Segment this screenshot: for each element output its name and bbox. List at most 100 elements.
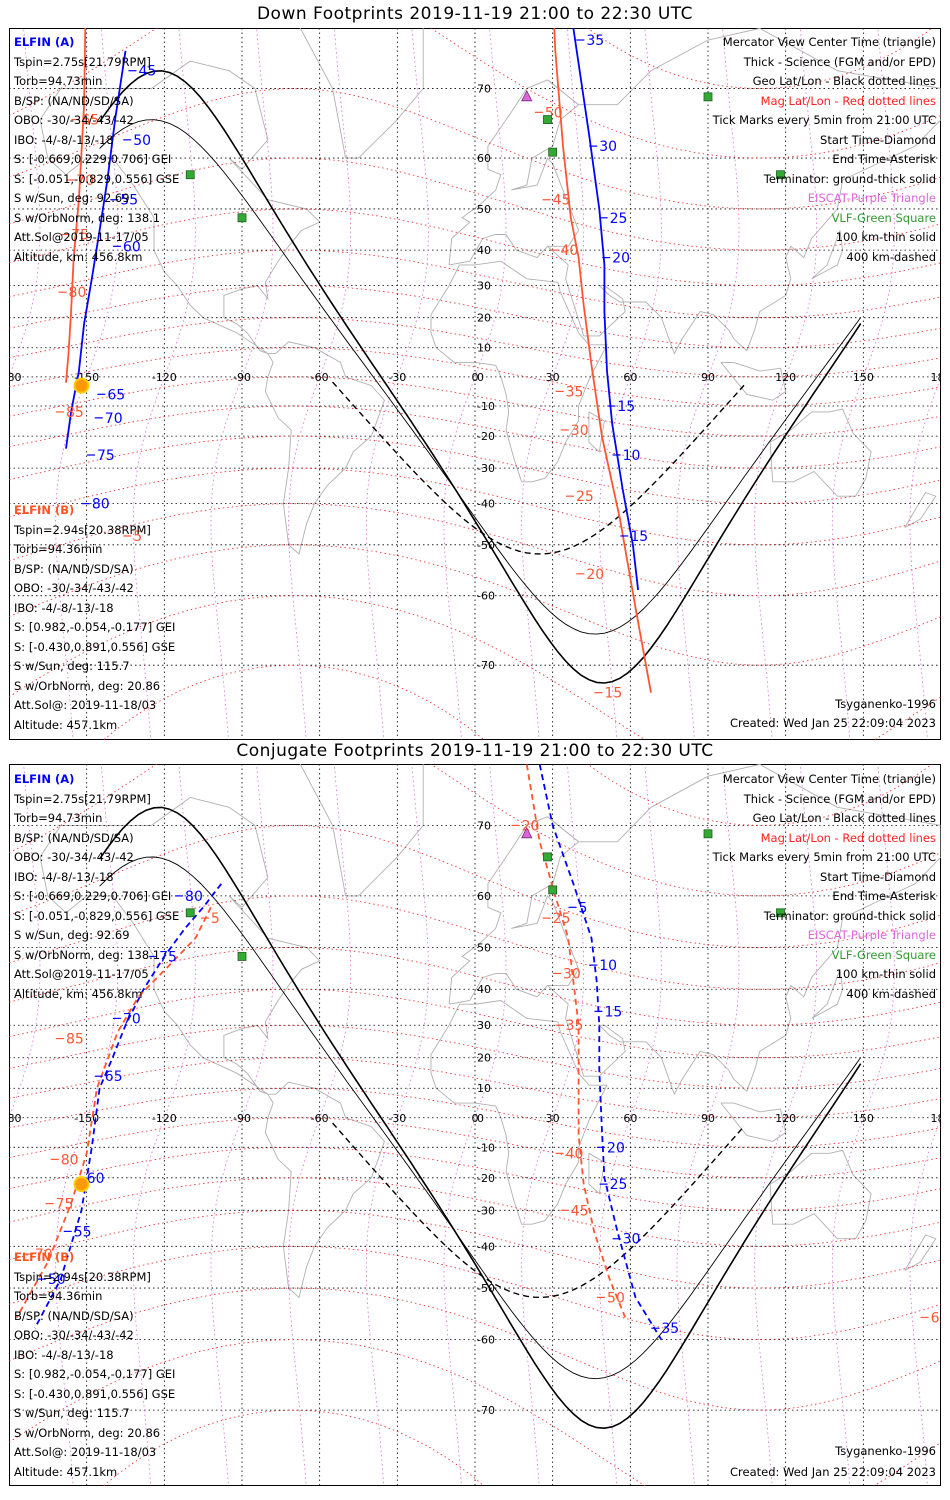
elfin-a-torb: Torb=94.73min <box>14 74 103 88</box>
coastline-6 <box>299 764 424 897</box>
elfin-a-s-gse: S: [-0.051,-0.829,0.556] GSE <box>14 908 180 923</box>
legend-panel1: Mercator View Center Time (triangle) Thi… <box>713 33 936 267</box>
elfin-b-time-label: 80 <box>61 1152 79 1168</box>
elfin-a-time-label: 15 <box>604 1004 622 1020</box>
elfin-a-s-orb: S w/OrbNorm, deg: 138.1 <box>14 210 161 225</box>
elfin-a-time-label: 5 <box>579 900 588 916</box>
lat-tick-label: 10 <box>477 342 491 355</box>
elfin-b-tspin: Tspin=2.94s[20.38RPM] <box>14 1269 151 1284</box>
lat-tick-label: 50 <box>477 203 491 216</box>
elfin-b-time-label: 35 <box>566 384 584 400</box>
lon-tick-label: 30 <box>546 1112 560 1125</box>
coastline-1 <box>264 1081 385 1299</box>
elfin-a-bsp: B/SP: (NA/ND/SD/SA) <box>14 93 134 108</box>
lon-tick-label: 60 <box>623 371 637 384</box>
legend-line3: Geo Lat/Lon - Black dotted lines <box>752 74 936 88</box>
coastline-9 <box>720 361 787 401</box>
lat-tick-label: -60 <box>477 590 495 603</box>
lon-tick-label: -180 <box>9 371 21 384</box>
mag-parallel-line <box>9 467 941 546</box>
mag-meridian-line <box>443 764 507 1486</box>
elfin-a-obo: OBO: -30/-34/-43/-42 <box>14 850 134 864</box>
lon-tick-label: -120 <box>152 1112 177 1125</box>
legend-line10: VLF-Green Square <box>831 210 936 225</box>
lon-tick-label: -90 <box>233 1112 251 1125</box>
elfin-b-time-label: 30 <box>563 966 581 982</box>
elfin-b-time-label: 80 <box>69 285 87 301</box>
terminator-400km <box>332 1122 745 1299</box>
elfin-b-ibo: IBO: -4/-8/-13/-18 <box>14 1347 114 1362</box>
conjugate-footprints-map: -180-150-120-90-60-300306090120150180706… <box>9 764 941 1486</box>
elfin-b-s-gse: S: [-0.430,0.891,0.556] GSE <box>14 639 176 654</box>
elfin-b-time-label: 45 <box>553 193 571 209</box>
elfin-a-track-east <box>538 764 663 1341</box>
lat-tick-label: -10 <box>477 1141 495 1154</box>
elfin-a-time-label: 10 <box>623 448 641 464</box>
mag-meridian-line <box>521 764 585 1486</box>
elfin-b-time-label: 75 <box>71 228 89 244</box>
elfin-b-obo: OBO: -30/-34/-43/-42 <box>14 581 134 595</box>
vlf-square <box>776 170 785 180</box>
vlf-square <box>237 952 247 961</box>
legend-line11: 100 km-thin solid <box>835 967 936 981</box>
lat-tick-label: 0 <box>477 371 484 384</box>
lon-tick-label: 150 <box>853 1112 874 1125</box>
mag-parallel-line <box>9 1117 941 1179</box>
elfin-b-bsp: B/SP: (NA/ND/SD/SA) <box>14 561 134 576</box>
lat-tick-label: 60 <box>477 152 491 165</box>
elfin-b-time-label: 40 <box>566 1146 584 1162</box>
lat-tick-label: -30 <box>477 1204 495 1217</box>
lat-tick-label: -20 <box>477 430 495 443</box>
legend-line5: Tick Marks every 5min from 21:00 UTC <box>712 850 936 864</box>
legend-line2: Thick - Science (FGM and/or EPD) <box>743 54 936 69</box>
lat-tick-label: -60 <box>477 1334 495 1347</box>
elfin-b-time-label: 65 <box>81 113 99 129</box>
elfin-b-time-label: 30 <box>571 423 589 439</box>
elfin-b-time-label: 85 <box>66 405 84 421</box>
elfin-a-ibo: IBO: -4/-8/-13/-18 <box>14 132 114 147</box>
elfin-a-time-label: 45 <box>138 64 156 80</box>
created-stamp-panel1: Created: Wed Jan 25 22:09:04 2023 <box>729 716 936 730</box>
vlf-square <box>776 908 785 918</box>
mag-parallel-line <box>9 317 941 378</box>
mag-meridian-line <box>210 764 274 1486</box>
elfin-b-info-panel2: ELFIN (B) Tspin=2.94s[20.38RPM] Torb=94.… <box>14 1248 175 1482</box>
elfin-b-attsol: Att.Sol@: 2019-11-18/03 <box>14 1445 157 1459</box>
terminator-ground <box>98 69 862 684</box>
lat-tick-label: 70 <box>477 83 491 96</box>
elfin-a-info-panel1: ELFIN (A) Tspin=2.75s[21.79RPM] Torb=94.… <box>14 33 179 267</box>
elfin-b-time-label: 25 <box>576 489 594 505</box>
mag-meridian-line <box>521 28 585 740</box>
elfin-a-s-gei: S: [-0.669,0.229,0.706] GEI <box>14 889 172 903</box>
lat-tick-label: -50 <box>477 539 495 552</box>
vlf-square <box>237 213 247 223</box>
lon-tick-label: -60 <box>311 1112 329 1125</box>
mag-meridian-line <box>909 375 941 740</box>
elfin-a-time-label: 30 <box>599 139 617 155</box>
lat-tick-label: -70 <box>477 659 495 672</box>
elfin-b-track-west <box>65 28 87 383</box>
elfin-a-s-sun: S w/Sun, deg: 92.69 <box>14 928 130 942</box>
elfin-a-s-sun: S w/Sun, deg: 92.69 <box>14 191 130 205</box>
vlf-square <box>703 829 713 839</box>
elfin-a-time-label: 55 <box>74 1224 92 1240</box>
legend-line7: End Time-Asterisk <box>832 889 936 903</box>
elfin-a-time-label: 75 <box>97 448 115 464</box>
mag-parallel-line <box>9 376 941 437</box>
elfin-a-time-label: 20 <box>607 1140 625 1156</box>
elfin-a-track-east <box>572 28 639 591</box>
elfin-a-obo: OBO: -30/-34/-43/-42 <box>14 113 134 127</box>
mag-parallel-line <box>9 825 941 948</box>
legend-line10: VLF-Green Square <box>831 947 936 962</box>
legend-line12: 400 km-dashed <box>846 249 936 264</box>
elfin-a-tspin: Tspin=2.75s[21.79RPM] <box>14 54 151 69</box>
coastline-5 <box>769 408 872 497</box>
mag-meridian-line <box>598 764 662 1486</box>
lon-tick-label: -120 <box>152 371 177 384</box>
lat-tick-label: 50 <box>477 942 491 955</box>
mag-meridian-line <box>365 764 429 1486</box>
legend-line8: Terminator: ground-thick solid <box>763 171 936 186</box>
coastline-3 <box>430 1000 608 1225</box>
coastline-8 <box>588 1152 605 1195</box>
legend-line2: Thick - Science (FGM and/or EPD) <box>743 791 936 806</box>
